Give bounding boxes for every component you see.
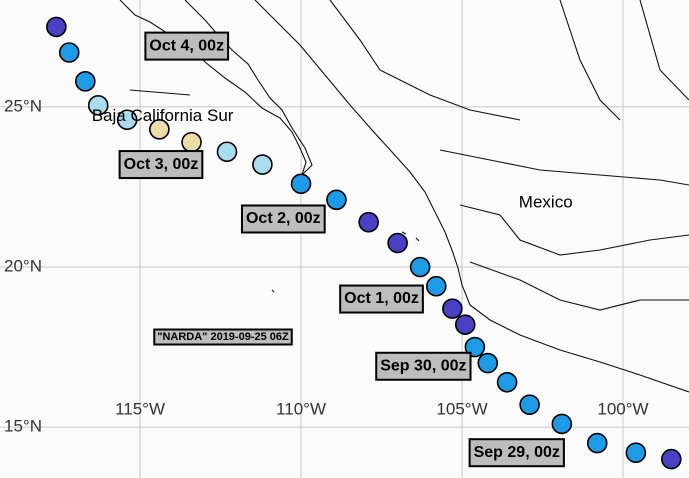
time-label-box <box>118 150 204 180</box>
time-label: Oct 2, 00z <box>240 204 326 234</box>
baja-pacific-coast <box>119 0 307 176</box>
track-point <box>149 119 170 140</box>
track-point <box>75 71 96 92</box>
time-label-box <box>240 204 326 234</box>
time-label-box <box>468 438 565 468</box>
track-point <box>216 141 238 163</box>
place-name: Baja California Sur <box>92 106 234 125</box>
track-point <box>586 432 608 454</box>
track-point <box>87 95 109 116</box>
time-label: Oct 1, 00z <box>339 284 424 314</box>
lat-tick-label: 25°N <box>4 96 42 115</box>
time-label-text: Oct 3, 00z <box>124 156 199 173</box>
track-point <box>358 211 379 233</box>
storm-label-text: "NARDA" 2019-09-25 06Z <box>157 331 289 343</box>
time-label-text: Oct 2, 00z <box>246 210 321 227</box>
track-point <box>326 189 347 211</box>
track-point <box>442 298 463 319</box>
time-label: Oct 4, 00z <box>144 31 230 61</box>
track-point <box>477 352 499 374</box>
track-point <box>454 314 476 335</box>
track-point <box>387 232 408 254</box>
storm-label: "NARDA" 2019-09-25 06Z <box>153 328 293 346</box>
track-point <box>496 371 518 393</box>
lat-tick-label: 20°N <box>4 256 42 275</box>
track-point <box>425 275 447 297</box>
time-label-text: Oct 4, 00z <box>149 37 224 54</box>
track-point <box>46 16 67 38</box>
place-name: Mexico <box>519 192 573 211</box>
coastlines <box>119 0 689 393</box>
storm-label-box <box>153 328 293 346</box>
lon-tick-label: 105°W <box>436 399 487 418</box>
islands <box>271 231 420 293</box>
time-label-box <box>375 351 472 381</box>
time-label-text: Oct 1, 00z <box>344 290 419 307</box>
track-point <box>252 154 273 175</box>
time-label-text: Sep 30, 00z <box>380 357 466 374</box>
time-label: Sep 29, 00z <box>468 438 565 468</box>
track-point <box>290 173 312 195</box>
state-borders <box>129 0 689 311</box>
time-label-box <box>144 31 230 61</box>
track-point <box>551 413 573 435</box>
time-label-box <box>339 284 424 314</box>
track-point <box>58 42 80 63</box>
track <box>46 16 682 470</box>
lon-tick-label: 110°W <box>276 399 326 418</box>
track-point <box>409 256 431 278</box>
lat-tick-label: 15°N <box>4 417 42 436</box>
track-point <box>660 448 682 470</box>
annotations: Baja California Sur Mexico Oct 4, 00z Oct 3… <box>92 31 573 468</box>
track-point <box>181 131 202 153</box>
baja-gulf-coast <box>184 0 313 176</box>
lon-tick-label: 100°W <box>597 399 648 418</box>
time-label-text: Sep 29, 00z <box>474 444 560 461</box>
mainland-coast <box>254 0 689 393</box>
track-point <box>116 109 138 131</box>
lon-tick-label: 115°W <box>115 399 165 418</box>
track-point <box>519 394 540 415</box>
time-label: Sep 30, 00z <box>375 351 472 381</box>
time-label: Oct 3, 00z <box>118 150 204 180</box>
track-point <box>625 442 647 464</box>
